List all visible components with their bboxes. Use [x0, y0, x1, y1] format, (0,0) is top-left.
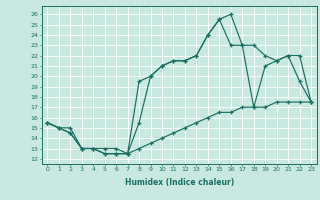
X-axis label: Humidex (Indice chaleur): Humidex (Indice chaleur) [124, 178, 234, 187]
